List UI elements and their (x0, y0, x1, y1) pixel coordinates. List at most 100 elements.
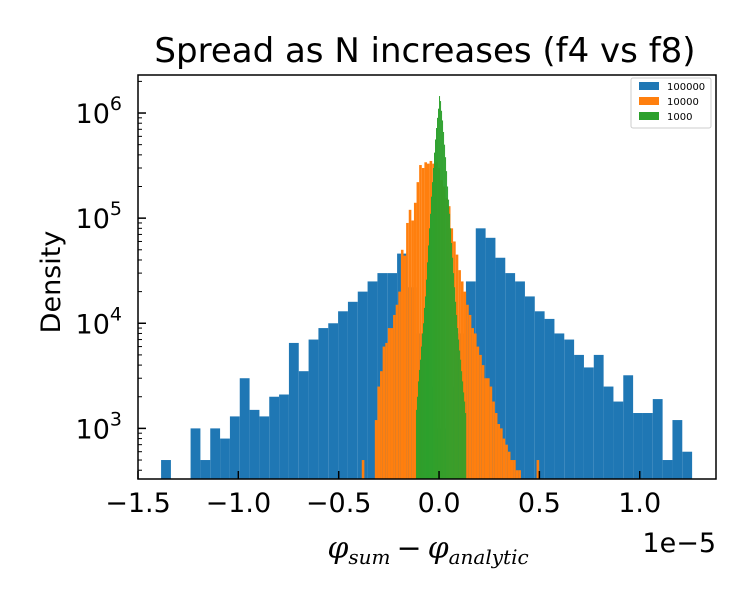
bar-1000-1 (416, 396, 418, 479)
bar-10000-65 (518, 470, 521, 479)
bar-10000-50 (479, 354, 482, 479)
y-tick-label-1: 104 (76, 303, 122, 340)
x-axis: −1.5 −1.0 −0.5 0.0 0.5 1.0 (105, 471, 661, 519)
bar-10000-55 (492, 401, 495, 479)
bar-100000-34 (495, 257, 506, 479)
series-1000 (415, 96, 467, 480)
bar-1000-35 (451, 243, 453, 479)
bar-100000-36 (515, 281, 525, 479)
bar-100000-41 (564, 339, 575, 479)
bar-10000-56 (494, 413, 498, 479)
bar-100000-17 (328, 323, 339, 479)
bar-1000-19 (435, 139, 437, 479)
bar-10000-17 (393, 314, 396, 479)
y-tick-label-2: 105 (76, 198, 122, 235)
x-tick-label-3: 0.0 (418, 488, 461, 519)
bar-10000-43 (460, 281, 464, 479)
bar-100000-35 (505, 273, 516, 479)
bar-10000-5 (361, 460, 365, 479)
chart-title: Spread as N increases (f4 vs f8) (154, 31, 695, 71)
bar-100000-53 (682, 451, 693, 479)
bar-100000-44 (593, 354, 604, 479)
bar-10000-21 (403, 255, 407, 479)
x-tick-label-1: −1.0 (206, 488, 272, 519)
bar-1000-13 (429, 228, 431, 479)
legend: 100000 10000 1000 (630, 77, 712, 129)
bar-1000-49 (465, 413, 467, 479)
bar-10000-64 (515, 470, 519, 479)
bar-10000-22 (406, 222, 409, 479)
bar-1000-36 (452, 257, 454, 479)
bar-10000-27 (419, 165, 422, 480)
bar-100000-52 (672, 420, 683, 479)
x-axis-label-sub1: sum (348, 545, 390, 569)
bar-10000-72 (536, 460, 540, 479)
bar-1000-21 (437, 117, 439, 479)
bar-10000-51 (481, 365, 485, 479)
bar-10000-47 (471, 328, 474, 479)
bar-10000-57 (497, 424, 501, 479)
bar-100000-0 (161, 460, 171, 479)
y-axis: 103 104 105 106 (76, 80, 146, 471)
bar-1000-12 (428, 245, 429, 479)
bar-1000-26 (442, 120, 444, 479)
bar-100000-15 (308, 339, 319, 479)
bar-10000-11 (377, 386, 381, 479)
x-tick-label-5: 1.0 (618, 488, 661, 519)
bar-100000-47 (623, 375, 634, 479)
bar-1000-4 (419, 359, 421, 479)
bar-1000-25 (441, 110, 443, 480)
x-axis-label-symbol-2: φ (428, 531, 449, 566)
bar-10000-53 (487, 378, 490, 479)
bar-10000-49 (476, 346, 480, 479)
legend-swatch-100000 (639, 82, 659, 90)
bar-1000-20 (436, 128, 438, 479)
bar-100000-45 (603, 386, 614, 479)
bar-100000-7 (229, 416, 240, 479)
bar-1000-42 (458, 339, 460, 479)
x-tick-label-4: 0.5 (518, 488, 561, 519)
bar-100000-4 (200, 460, 211, 479)
bar-10000-45 (466, 304, 469, 479)
bar-100000-14 (298, 371, 309, 479)
bar-100000-18 (338, 311, 348, 479)
x-axis-label-sub2: analytic (449, 545, 529, 569)
bar-1000-18 (434, 152, 436, 479)
bar-10000-23 (408, 209, 412, 479)
bar-1000-45 (461, 371, 463, 479)
bar-1000-11 (427, 262, 428, 479)
x-tick-label-0: −1.5 (105, 488, 171, 519)
x-axis-label-minus: − (396, 531, 421, 566)
bar-100000-48 (633, 413, 643, 479)
bar-1000-23 (439, 96, 441, 479)
bar-100000-50 (652, 399, 663, 479)
bar-1000-17 (433, 167, 435, 480)
bar-1000-39 (455, 301, 457, 479)
bar-100000-51 (662, 460, 673, 479)
bar-100000-37 (524, 296, 535, 479)
x-axis-label: φsum − φanalytic (327, 531, 528, 569)
bar-10000-13 (382, 346, 386, 479)
legend-swatch-1000 (639, 112, 659, 120)
bar-1000-15 (431, 196, 433, 479)
bar-1000-7 (422, 323, 424, 479)
bar-1000-9 (424, 296, 426, 479)
bar-10000-16 (390, 328, 394, 479)
bar-100000-40 (554, 333, 565, 479)
bar-100000-9 (249, 409, 260, 479)
bar-1000-0 (415, 409, 417, 479)
bar-1000-14 (430, 213, 432, 480)
bar-1000-47 (463, 392, 465, 479)
bar-1000-10 (426, 279, 427, 479)
bar-10000-61 (507, 451, 511, 479)
bar-10000-12 (380, 371, 383, 479)
bar-100000-21 (367, 281, 378, 479)
bar-1000-34 (450, 228, 452, 479)
bar-10000-26 (416, 182, 420, 479)
bar-10000-58 (500, 428, 503, 479)
bar-10000-14 (385, 342, 388, 479)
bar-10000-46 (468, 314, 472, 479)
bar-100000-46 (613, 401, 624, 479)
bar-10000-20 (400, 249, 404, 479)
